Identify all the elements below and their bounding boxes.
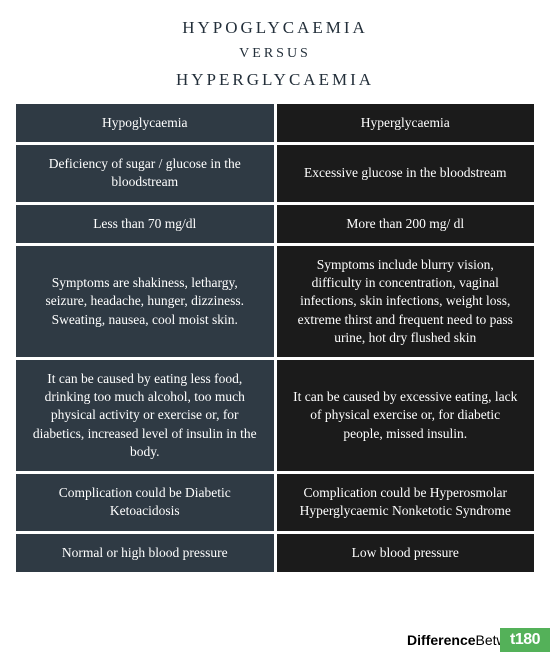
title-line-2: VERSUS <box>0 46 550 62</box>
comparison-table: Hypoglycaemia Hyperglycaemia Deficiency … <box>0 104 550 572</box>
cell-left: Normal or high blood pressure <box>16 534 274 572</box>
table-row: Less than 70 mg/dl More than 200 mg/ dl <box>16 205 534 243</box>
table-row: It can be caused by eating less food, dr… <box>16 360 534 471</box>
table-row: Normal or high blood pressure Low blood … <box>16 534 534 572</box>
cell-right: Low blood pressure <box>277 534 535 572</box>
title-block: HYPOGLYCAEMIA VERSUS HYPERGLYCAEMIA <box>0 0 550 104</box>
cell-left: Complication could be Diabetic Ketoacido… <box>16 474 274 530</box>
title-line-1: HYPOGLYCAEMIA <box>0 18 550 38</box>
table-row: Symptoms are shakiness, lethargy, seizur… <box>16 246 534 357</box>
cell-right: Excessive glucose in the bloodstream <box>277 145 535 201</box>
table-row: Hypoglycaemia Hyperglycaemia <box>16 104 534 142</box>
table-row: Complication could be Diabetic Ketoacido… <box>16 474 534 530</box>
cell-right: Symptoms include blurry vision, difficul… <box>277 246 535 357</box>
cell-left: Symptoms are shakiness, lethargy, seizur… <box>16 246 274 357</box>
cell-left: Less than 70 mg/dl <box>16 205 274 243</box>
watermark-bold: Difference <box>407 632 475 648</box>
table-row: Deficiency of sugar / glucose in the blo… <box>16 145 534 201</box>
title-line-3: HYPERGLYCAEMIA <box>0 70 550 90</box>
cell-left: It can be caused by eating less food, dr… <box>16 360 274 471</box>
cell-left: Hypoglycaemia <box>16 104 274 142</box>
cell-right: More than 200 mg/ dl <box>277 205 535 243</box>
cell-right: Complication could be Hyperosmolar Hyper… <box>277 474 535 530</box>
cell-right: Hyperglycaemia <box>277 104 535 142</box>
cell-right: It can be caused by excessive eating, la… <box>277 360 535 471</box>
cell-left: Deficiency of sugar / glucose in the blo… <box>16 145 274 201</box>
t180-badge: t180 <box>500 628 550 652</box>
